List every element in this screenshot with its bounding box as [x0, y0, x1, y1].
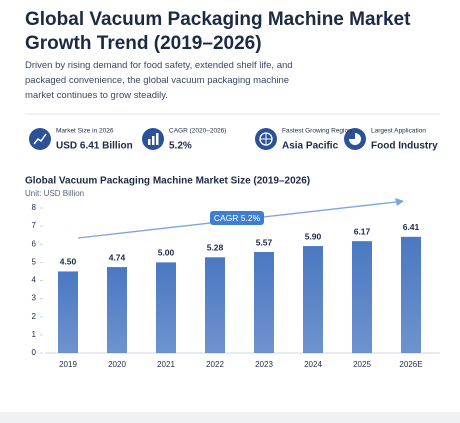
bar [156, 262, 176, 353]
value-label: 5.00 [158, 248, 175, 258]
bar [401, 236, 421, 353]
y-tick-label: 4 [32, 276, 37, 285]
x-tick-label: 2023 [255, 360, 273, 369]
value-label: 4.74 [109, 252, 126, 262]
x-tick-label: 2026E [399, 360, 422, 369]
x-tick-label: 2019 [59, 360, 77, 369]
chart-subtitle: Unit: USD Billion [25, 189, 84, 198]
annotation-box [210, 211, 264, 225]
value-label: 6.41 [403, 222, 420, 232]
chart: Global Vacuum Packaging Machine Market S… [25, 113, 440, 369]
y-tick-label: 2 [32, 312, 37, 321]
stat-label: CAGR (2020–2026) [169, 128, 226, 135]
stat-label: Largest Application [371, 128, 426, 135]
y-tick-label: 0 [32, 348, 37, 357]
x-tick-label: 2022 [206, 360, 224, 369]
y-tick-label: 3 [32, 294, 37, 303]
value-label: 5.57 [256, 237, 273, 247]
bar [205, 257, 225, 353]
stat-value: USD 6.41 Billion [56, 141, 133, 152]
value-label: 6.17 [354, 226, 371, 236]
bar [303, 246, 323, 353]
chart-title: Global Vacuum Packaging Machine Market S… [25, 176, 310, 187]
bar [58, 271, 78, 353]
stat-label: Fastest Growing Region [282, 128, 352, 135]
footer-band [0, 412, 460, 423]
value-label: 5.90 [305, 231, 322, 241]
y-tick-label: 7 [32, 221, 37, 230]
x-tick-label: 2025 [353, 360, 371, 369]
value-label: 5.28 [207, 243, 224, 253]
y-tick-label: 1 [32, 330, 37, 339]
bar [107, 267, 127, 353]
stat-label: Market Size in 2026 [56, 128, 114, 135]
y-tick-label: 6 [32, 239, 37, 248]
bar [254, 252, 274, 353]
x-tick-label: 2020 [108, 360, 126, 369]
annotation: CAGR 5.2% [214, 213, 261, 223]
stat-value: Asia Pacific [282, 141, 339, 152]
stat-icons [29, 128, 366, 150]
y-tick-label: 8 [32, 203, 37, 212]
description: Driven by rising demand for food safety,… [25, 60, 293, 101]
x-tick-label: 2024 [304, 360, 322, 369]
y-tick-label: 5 [32, 257, 37, 266]
x-tick-label: 2021 [157, 360, 175, 369]
stat-value: 5.2% [169, 141, 192, 152]
bar [352, 241, 372, 353]
stat-value: Food Industry [371, 141, 438, 152]
title: Global Vacuum Packaging Machine Market G… [25, 9, 411, 54]
value-label: 4.50 [60, 257, 77, 267]
arrow-head [395, 198, 404, 206]
